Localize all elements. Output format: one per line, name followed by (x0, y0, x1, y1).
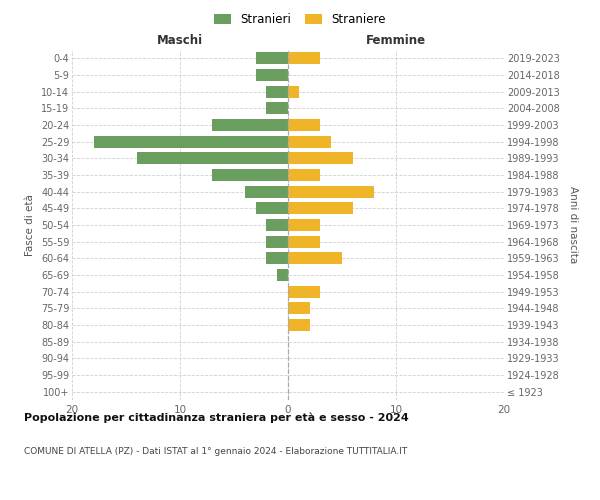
Bar (266, 86, 288, 98)
Bar (256, 69, 288, 81)
Bar (288, 119, 320, 131)
Bar (288, 186, 374, 198)
Bar (288, 236, 320, 248)
Bar (256, 52, 288, 64)
Bar (266, 219, 288, 231)
Bar (137, 152, 288, 164)
Bar (288, 302, 310, 314)
Text: COMUNE DI ATELLA (PZ) - Dati ISTAT al 1° gennaio 2024 - Elaborazione TUTTITALIA.: COMUNE DI ATELLA (PZ) - Dati ISTAT al 1°… (24, 448, 407, 456)
Text: Femmine: Femmine (366, 34, 426, 46)
Bar (288, 52, 320, 64)
Bar (288, 286, 320, 298)
Legend: Stranieri, Straniere: Stranieri, Straniere (209, 8, 391, 31)
Y-axis label: Fasce di età: Fasce di età (25, 194, 35, 256)
Bar (266, 102, 288, 115)
Bar (266, 236, 288, 248)
Bar (288, 152, 353, 164)
Bar (212, 169, 288, 181)
Bar (94, 136, 288, 147)
Y-axis label: Anni di nascita: Anni di nascita (568, 186, 578, 264)
Bar (266, 252, 288, 264)
Bar (212, 119, 288, 131)
Bar (288, 219, 320, 231)
Text: Maschi: Maschi (157, 34, 203, 46)
Text: Popolazione per cittadinanza straniera per età e sesso - 2024: Popolazione per cittadinanza straniera p… (24, 412, 409, 423)
Bar (288, 169, 320, 181)
Bar (288, 319, 310, 331)
Bar (288, 136, 331, 147)
Bar (245, 186, 288, 198)
Bar (288, 202, 353, 214)
Bar (288, 86, 299, 98)
Bar (256, 202, 288, 214)
Bar (277, 269, 288, 281)
Bar (288, 252, 342, 264)
